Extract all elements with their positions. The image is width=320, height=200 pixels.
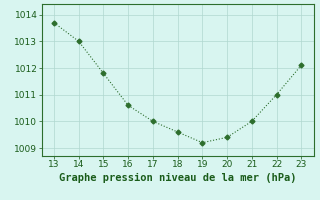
X-axis label: Graphe pression niveau de la mer (hPa): Graphe pression niveau de la mer (hPa) bbox=[59, 173, 296, 183]
